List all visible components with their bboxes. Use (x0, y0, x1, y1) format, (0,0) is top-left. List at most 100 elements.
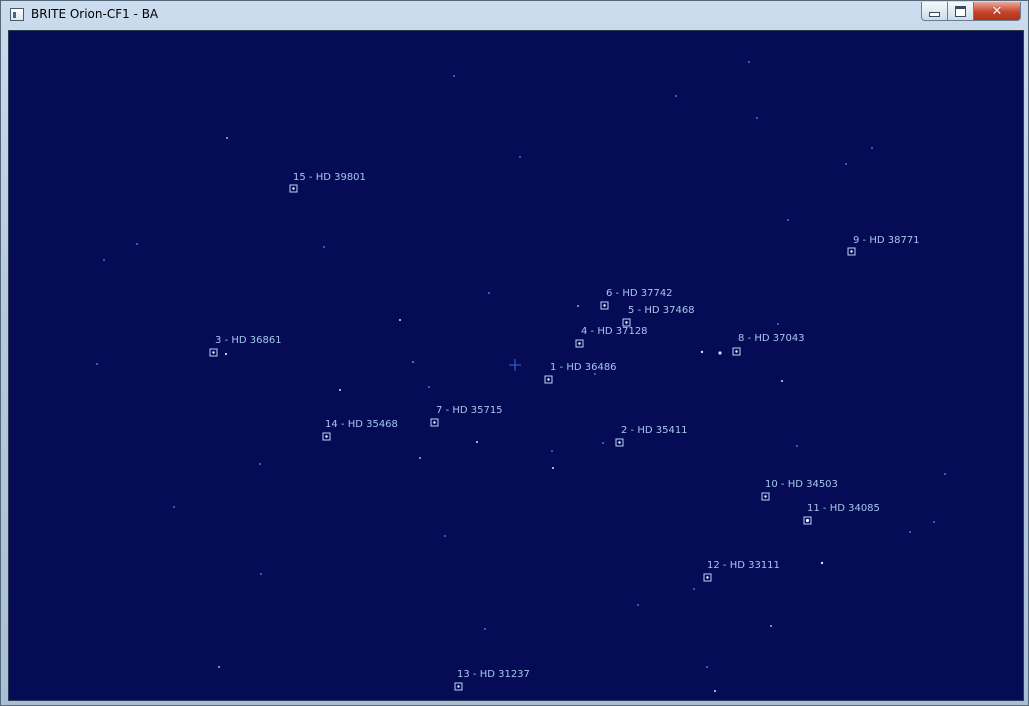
faint-star (787, 219, 789, 221)
target-star-dot (547, 378, 550, 381)
faint-star (933, 521, 935, 523)
target-marker (454, 682, 463, 691)
target-star-3[interactable]: 3 - HD 36861 (209, 335, 282, 357)
field-star (218, 666, 220, 668)
target-star-6[interactable]: 6 - HD 37742 (600, 288, 673, 310)
target-star-15[interactable]: 15 - HD 39801 (289, 172, 366, 193)
target-marker (430, 418, 439, 427)
target-markers[interactable]: 15 - HD 39801 9 - HD 38771 6 - HD 37742 … (209, 172, 920, 691)
target-label: 11 - HD 34085 (807, 503, 880, 514)
faint-star (675, 95, 677, 97)
faint-star (488, 292, 490, 294)
faint-star (602, 442, 604, 444)
faint-star (777, 323, 779, 325)
field-star (399, 319, 401, 321)
faint-star (428, 386, 430, 388)
target-star-dot (325, 435, 328, 438)
faint-star (453, 75, 455, 77)
target-marker (600, 301, 609, 310)
target-marker (803, 516, 812, 525)
app-icon[interactable] (10, 8, 24, 21)
field-star (577, 305, 579, 307)
target-star-dot (706, 576, 709, 579)
target-marker (209, 348, 218, 357)
target-star-dot (850, 250, 853, 253)
target-star-dot (578, 342, 581, 345)
star-field[interactable]: 15 - HD 39801 9 - HD 38771 6 - HD 37742 … (9, 31, 1023, 700)
faint-star (323, 246, 325, 248)
maximize-button[interactable] (948, 2, 974, 21)
target-star-dot (618, 441, 621, 444)
maximize-icon (955, 5, 966, 17)
title-bar[interactable]: BRITE Orion-CF1 - BA ✕ (1, 1, 1028, 29)
target-marker (322, 432, 331, 441)
target-marker (703, 573, 712, 582)
target-marker (622, 318, 631, 327)
target-star-dot (735, 350, 738, 353)
faint-star (693, 588, 695, 590)
target-label: 13 - HD 31237 (457, 669, 530, 680)
field-star (770, 625, 772, 627)
target-label: 4 - HD 37128 (581, 326, 648, 337)
target-star-dot (805, 518, 810, 523)
field-star (339, 389, 341, 391)
target-label: 1 - HD 36486 (550, 362, 617, 373)
target-label: 8 - HD 37043 (738, 333, 805, 344)
minimize-icon (929, 11, 940, 17)
close-icon: ✕ (991, 3, 1003, 19)
target-star-dot (212, 351, 215, 354)
target-star-9[interactable]: 9 - HD 38771 (847, 235, 920, 256)
target-star-10[interactable]: 10 - HD 34503 (761, 479, 838, 501)
faint-star (260, 573, 262, 575)
faint-star (484, 628, 486, 630)
target-marker (847, 247, 856, 256)
window-title: BRITE Orion-CF1 - BA (31, 7, 159, 21)
target-label: 12 - HD 33111 (707, 560, 780, 571)
target-star-2[interactable]: 2 - HD 35411 (615, 425, 688, 447)
faint-star (845, 163, 847, 165)
target-star-7[interactable]: 7 - HD 35715 (430, 405, 503, 427)
target-marker (289, 184, 298, 193)
target-label: 3 - HD 36861 (215, 335, 282, 346)
faint-star (259, 463, 261, 465)
faint-star (594, 373, 596, 375)
close-button[interactable]: ✕ (974, 2, 1021, 21)
minimize-button[interactable] (921, 2, 948, 21)
target-label: 15 - HD 39801 (293, 172, 366, 183)
faint-star (748, 61, 750, 63)
field-star (714, 690, 716, 692)
target-star-1[interactable]: 1 - HD 36486 (544, 362, 617, 384)
target-star-dot (625, 321, 628, 324)
target-star-dot (457, 685, 460, 688)
faint-star (796, 445, 798, 447)
field-star (781, 380, 783, 382)
sky-view[interactable]: 15 - HD 39801 9 - HD 38771 6 - HD 37742 … (8, 30, 1024, 701)
faint-star (103, 259, 105, 261)
faint-star (637, 604, 639, 606)
field-star (700, 350, 704, 354)
target-star-4[interactable]: 4 - HD 37128 (575, 326, 648, 348)
faint-star (173, 506, 175, 508)
target-marker (575, 339, 584, 348)
target-star-dot (292, 187, 295, 190)
target-marker (732, 347, 741, 356)
field-star (476, 441, 478, 443)
target-star-12[interactable]: 12 - HD 33111 (703, 560, 780, 582)
target-star-5[interactable]: 5 - HD 37468 (622, 305, 695, 327)
field-star (419, 457, 421, 459)
field-star (820, 561, 824, 565)
faint-star (909, 531, 911, 533)
target-star-8[interactable]: 8 - HD 37043 (732, 333, 805, 356)
faint-star (96, 363, 98, 365)
target-marker (761, 492, 770, 501)
target-star-13[interactable]: 13 - HD 31237 (454, 669, 530, 691)
faint-star (136, 243, 138, 245)
faint-star (944, 473, 946, 475)
field-star (552, 467, 554, 469)
target-star-11[interactable]: 11 - HD 34085 (803, 503, 880, 525)
target-label: 7 - HD 35715 (436, 405, 503, 416)
target-star-14[interactable]: 14 - HD 35468 (322, 419, 398, 441)
target-label: 2 - HD 35411 (621, 425, 688, 436)
faint-star (706, 666, 708, 668)
